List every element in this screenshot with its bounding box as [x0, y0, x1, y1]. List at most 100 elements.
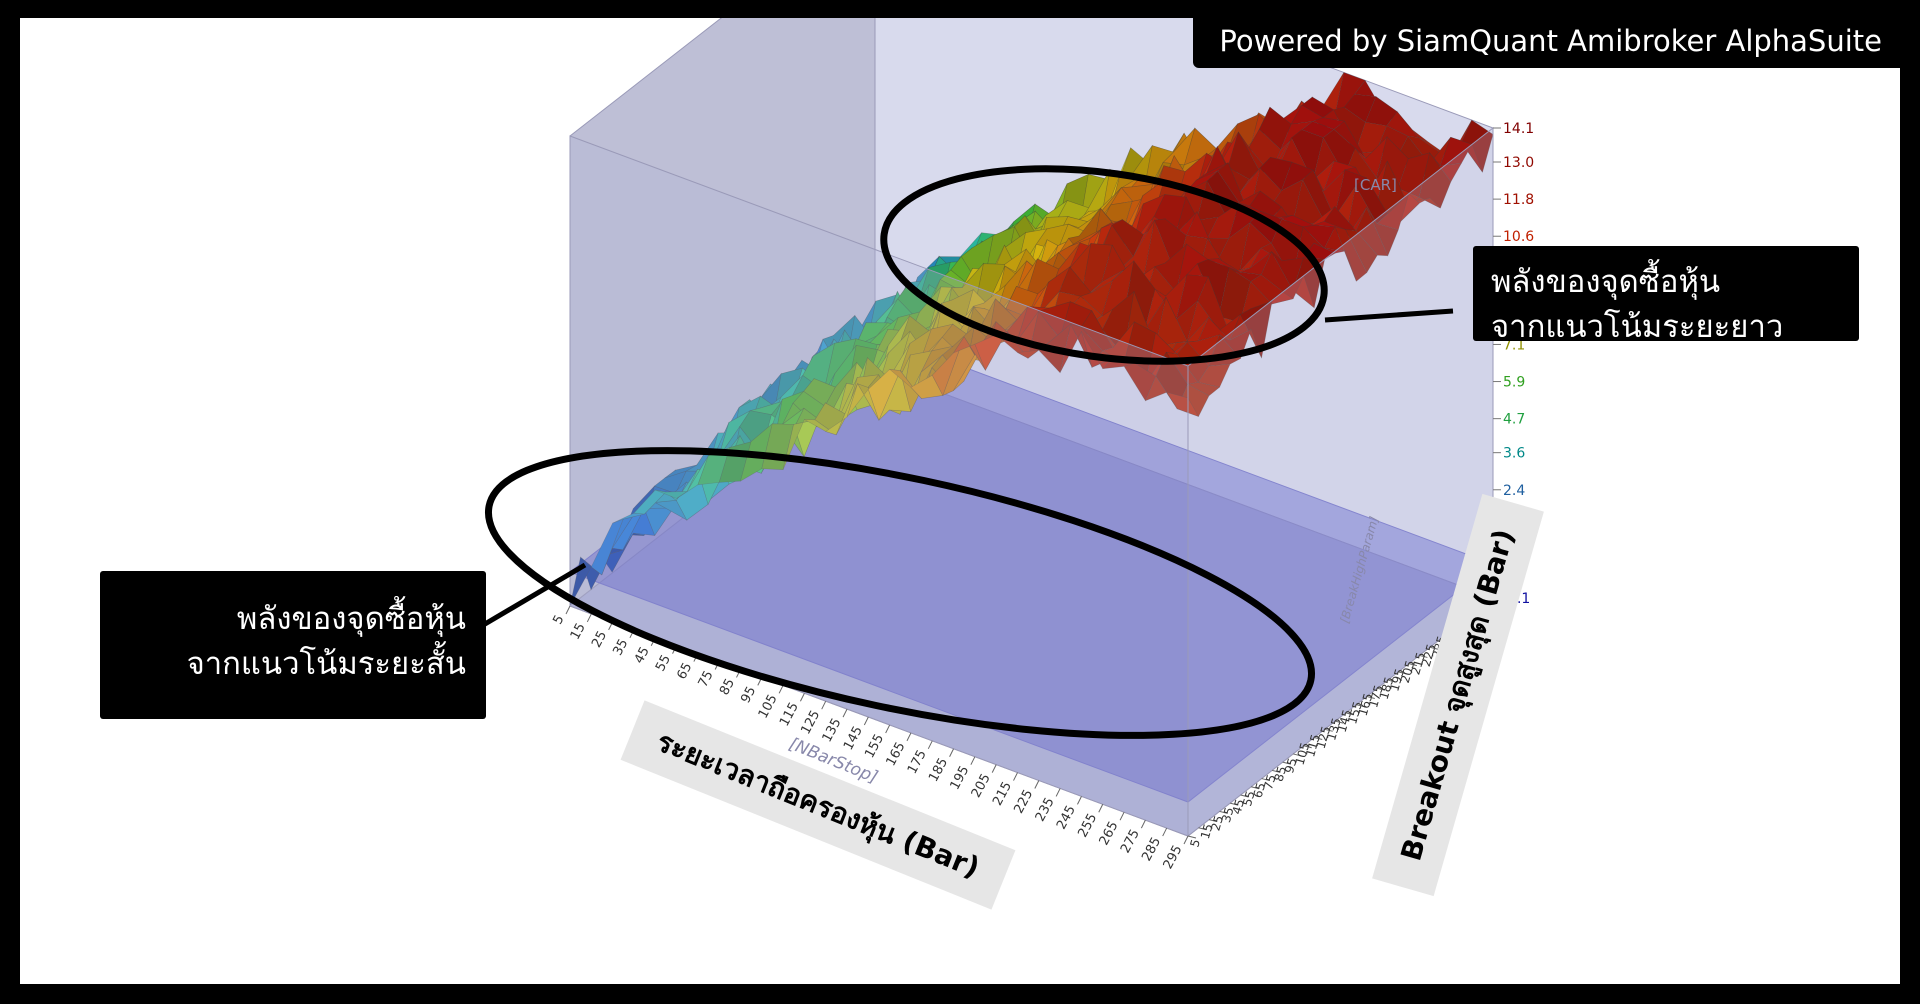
plot-box-front — [569, 126, 1494, 838]
x-tick-label: 185 — [926, 756, 951, 785]
x-tick — [799, 693, 805, 702]
y-tick — [1335, 720, 1344, 724]
y-tick — [1250, 786, 1260, 790]
z-tick-label: 13.0 — [1503, 155, 1534, 171]
callout-pointer-short — [466, 562, 587, 637]
z-tick-label: 10.6 — [1503, 229, 1534, 245]
callout-long-line1: พลังของจุดซื้อหุ้น — [1491, 264, 1721, 300]
y-tick-label: 55 — [1240, 789, 1258, 808]
x-tick — [970, 756, 976, 765]
y-tick-label: 15 — [1198, 822, 1216, 841]
y-tick — [1314, 737, 1323, 741]
y-tick-label: 115 — [1303, 733, 1323, 759]
x-tick — [565, 605, 571, 615]
y-tick-label: 205 — [1398, 659, 1418, 685]
surface-cell — [1355, 206, 1389, 257]
surface-cell — [1323, 226, 1357, 282]
y-tick — [1293, 753, 1302, 757]
highlight-ellipse-long — [880, 165, 1328, 365]
x-tick — [885, 724, 891, 734]
x-tick-label: 115 — [777, 700, 802, 729]
y-tick — [1408, 663, 1417, 667]
y-tick-label: 105 — [1293, 741, 1313, 767]
y-tick — [1198, 827, 1207, 831]
x-tick-label: 75 — [696, 668, 717, 690]
powered-by-banner: Powered by SiamQuant Amibroker AlphaSuit… — [1193, 18, 1900, 68]
z-tick-label: 4.7 — [1503, 412, 1525, 428]
surface-cell — [1366, 207, 1399, 257]
y-tick — [1240, 794, 1249, 798]
z-tick-label: 7.1 — [1503, 337, 1525, 353]
y-tick — [1187, 835, 1197, 839]
callout-long-line2: จากแนวโน้มระยะยาว — [1491, 309, 1784, 345]
x-tick-label: 125 — [798, 708, 823, 737]
x-tick — [949, 748, 955, 757]
y-tick — [1282, 761, 1291, 765]
y-tick-label: 5 — [1187, 838, 1203, 849]
surface-cell — [1229, 313, 1262, 359]
x-tick-label: 275 — [1118, 827, 1143, 856]
y-tick — [1387, 679, 1396, 683]
y-tick-label: 145 — [1335, 708, 1355, 734]
surface-cell — [1166, 391, 1200, 418]
surface-cell — [1344, 229, 1378, 274]
z-axis-name: [CAR] — [1354, 176, 1397, 194]
y-tick — [1429, 646, 1439, 650]
x-tick-label: 175 — [905, 748, 930, 777]
x-tick-label: 55 — [653, 652, 674, 674]
x-tick-label: 105 — [756, 692, 781, 721]
z-tick-label: 14.1 — [1503, 121, 1534, 137]
y-tick — [1229, 802, 1239, 806]
y-tick-label: 25 — [1208, 814, 1226, 833]
y-tick-label: 215 — [1408, 651, 1428, 677]
y-tick — [1219, 810, 1228, 814]
x-tick-label: 205 — [969, 771, 994, 800]
y-tick — [1377, 687, 1386, 691]
x-tick — [927, 740, 933, 750]
x-tick-label: 295 — [1161, 843, 1186, 872]
x-tick — [991, 764, 997, 773]
x-tick — [1183, 835, 1189, 845]
y-tick — [1356, 704, 1365, 708]
y-tick-label: 125 — [1314, 724, 1334, 750]
y-tick-label: 155 — [1345, 700, 1365, 726]
z-tick-label: 3.6 — [1503, 446, 1525, 462]
y-tick-label: 165 — [1356, 692, 1376, 718]
y-tick-label: 65 — [1251, 781, 1269, 800]
y-tick-label: 45 — [1229, 797, 1247, 816]
x-tick-label: 135 — [820, 716, 845, 745]
y-tick-label: 195 — [1387, 667, 1407, 693]
y-tick-label: 135 — [1324, 716, 1344, 742]
x-tick-label: 195 — [948, 764, 973, 793]
x-tick-label: 255 — [1075, 811, 1100, 840]
x-tick — [1098, 804, 1104, 813]
x-tick-label: 5 — [550, 613, 567, 627]
x-tick-label: 155 — [862, 732, 887, 761]
x-tick — [1034, 780, 1040, 789]
y-tick-label: 35 — [1219, 806, 1237, 825]
y-tick — [1272, 769, 1281, 773]
x-tick-label: 165 — [884, 740, 909, 769]
x-tick — [778, 685, 784, 694]
y-tick-label: 175 — [1366, 683, 1386, 709]
x-tick-label: 85 — [717, 676, 738, 698]
highlight-ellipse-short — [484, 447, 1316, 739]
x-tick-label: 235 — [1033, 795, 1058, 824]
x-tick-label: 95 — [738, 684, 759, 706]
callout-pointer-long — [1324, 308, 1454, 323]
x-tick-label: 225 — [1011, 787, 1036, 816]
x-tick — [1013, 772, 1018, 781]
x-tick — [1077, 796, 1082, 805]
callout-short-line1: พลังของจุดซื้อหุ้น — [236, 601, 466, 637]
x-tick-label: 25 — [589, 629, 610, 651]
y-tick — [1398, 671, 1407, 675]
x-tick — [1162, 827, 1168, 837]
callout-short-line2: จากแนวโน้มระยะสั้น — [186, 646, 466, 682]
x-tick — [906, 732, 912, 742]
y-tick-label: 85 — [1272, 765, 1290, 784]
z-tick-label: 2.4 — [1503, 483, 1525, 499]
x-tick-label: 145 — [841, 724, 866, 753]
surface-cell — [1186, 381, 1221, 397]
y-tick-label: 95 — [1282, 756, 1300, 775]
surface-cell — [1429, 152, 1462, 183]
